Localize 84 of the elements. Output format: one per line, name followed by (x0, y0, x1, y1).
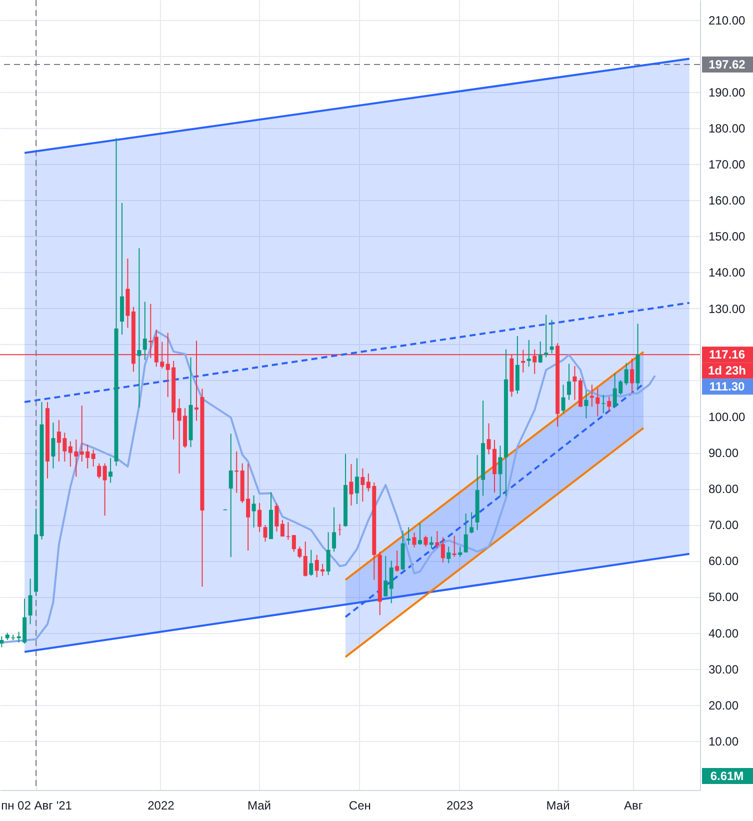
candlestick (435, 530, 440, 549)
line-series (0, 330, 656, 644)
candlestick (51, 422, 56, 469)
candlestick (601, 394, 606, 414)
candlestick (91, 449, 96, 468)
y-tick-label: 160.00 (708, 194, 746, 208)
x-tick-label: 2023 (446, 798, 474, 812)
candlestick (102, 462, 107, 516)
candlestick (572, 365, 577, 400)
y-tick-label: 100.00 (708, 410, 746, 424)
candlestick (538, 340, 542, 364)
candlestick (97, 462, 102, 479)
candlestick (108, 457, 113, 484)
candlestick (395, 550, 400, 572)
x-tick-label: 2022 (148, 798, 175, 812)
candlestick (429, 536, 434, 549)
candlestick (418, 522, 422, 546)
candlestick (596, 388, 600, 417)
candlestick (137, 248, 142, 408)
candlestick (470, 512, 474, 534)
candlestick (544, 314, 548, 358)
candlestick (452, 535, 456, 558)
candlestick (389, 560, 394, 604)
candlestick (228, 433, 233, 558)
candlestick (384, 555, 388, 597)
candlestick (349, 464, 354, 506)
candlestick (252, 494, 256, 528)
candlestick (630, 358, 634, 394)
candlestick (258, 502, 262, 532)
candlestick (567, 363, 572, 400)
candlestick (607, 396, 612, 412)
candlestick (0, 636, 4, 648)
y-tick-label: 20.00 (708, 698, 739, 712)
x-tick-label: пн 02 Авг '21 (1, 798, 72, 812)
x-tick-label: Май (546, 798, 570, 812)
candlestick (624, 362, 628, 386)
candlestick (561, 384, 566, 414)
y-tick-label: 80.00 (708, 482, 739, 496)
x-tick-label: Май (247, 798, 271, 812)
candlestick (526, 340, 531, 368)
ref-line-label: 197.62 (708, 57, 746, 72)
y-tick-label: 150.00 (708, 230, 746, 244)
candlestick (303, 541, 308, 578)
candlestick (142, 301, 147, 360)
text: 6.61M (710, 769, 744, 783)
y-tick-label: 170.00 (708, 158, 746, 172)
candlestick (550, 319, 554, 354)
candlestick (326, 532, 330, 576)
candlestick (412, 532, 416, 548)
candlestick (309, 549, 314, 576)
candlestick (360, 468, 365, 502)
x-tick-label: Сен (348, 798, 371, 812)
candlestick (28, 578, 32, 625)
candlestick (234, 450, 239, 494)
ref-line-label: 117.16 (708, 348, 746, 362)
candlestick (263, 524, 268, 542)
candlestick (458, 546, 462, 558)
candlestick (446, 546, 451, 564)
y-tick-label: 130.00 (708, 302, 746, 316)
y-tick-label: 190.00 (708, 85, 746, 100)
candlestick (332, 506, 336, 552)
text: 1d 23h (708, 364, 746, 378)
y-tick-label: 180.00 (708, 122, 746, 136)
candlestick (292, 534, 296, 552)
candlestick (498, 445, 502, 497)
y-tick-label: 40.00 (708, 626, 739, 640)
candlestick (298, 546, 302, 559)
y-tick-label: 60.00 (708, 554, 739, 568)
y-tick-label: 210.00 (708, 13, 746, 28)
candlestick (274, 502, 279, 532)
candlestick (406, 526, 411, 546)
x-tick-label: Авг (624, 798, 644, 812)
candlestick (584, 390, 588, 419)
y-tick-label: 140.00 (708, 266, 746, 280)
candlestick (424, 535, 428, 548)
y-tick-label: 30.00 (708, 662, 739, 676)
y-tick-label: 90.00 (708, 446, 739, 460)
text: 111.30 (709, 380, 746, 394)
y-tick-label: 10.00 (708, 734, 739, 748)
candlestick (440, 536, 445, 563)
y-tick-label: 70.00 (708, 518, 739, 532)
candlestick (464, 512, 468, 553)
candlestick (354, 458, 359, 505)
y-tick-label: 50.00 (708, 590, 739, 604)
